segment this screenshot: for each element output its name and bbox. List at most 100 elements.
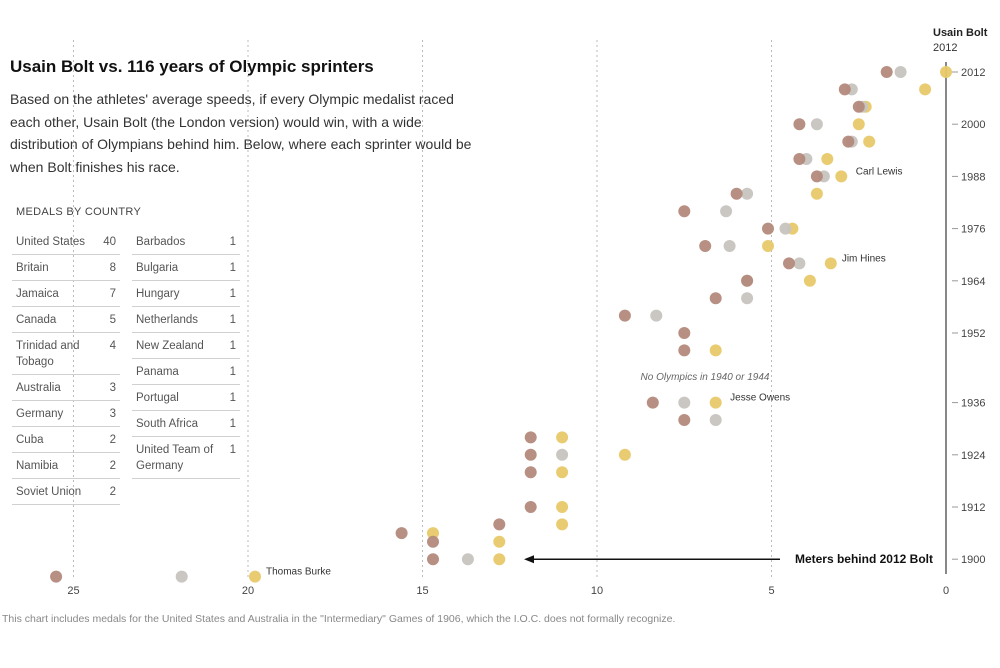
data-point-bronze [842,135,855,148]
medal-count: 5 [109,314,116,326]
data-point-gold [427,527,439,540]
medal-row: Soviet Union 2 [12,479,120,505]
data-point-bronze [699,240,712,252]
medal-count: 1 [229,262,236,274]
medal-count: 2 [109,486,116,498]
medal-count: 1 [229,288,236,300]
medal-country: Canada [16,314,57,326]
data-point-gold [940,66,952,78]
data-point-bronze [678,414,691,426]
data-point-bronze [852,100,865,113]
x-tick-label: 15 [416,585,428,597]
data-point-silver [741,187,754,200]
medal-country: Bulgaria [136,262,179,274]
footnote: This chart includes medals for the Unite… [2,613,676,625]
medal-count: 1 [229,340,236,352]
data-point-gold [810,187,823,200]
data-point-bronze [709,292,722,305]
medal-row: Hungary 1 [132,281,240,307]
data-point-gold [556,431,569,444]
data-point-bronze [427,553,439,566]
medal-country: Jamaica [16,288,59,300]
medal-count: 1 [229,444,236,456]
y-tick-label: 1936 [961,398,985,410]
medal-count: 1 [229,366,236,378]
medal-country: Netherlands [136,314,199,326]
y-tick-label: 1988 [961,171,985,183]
y-tick-label: 2000 [961,119,985,131]
data-point-bronze [646,396,659,409]
medal-country: United States [16,236,86,248]
data-point-silver [556,448,569,461]
data-point-silver [720,205,733,218]
data-point-gold [556,518,569,531]
data-point-silver [678,396,691,409]
data-point-bronze [741,274,754,287]
data-point-gold [919,83,932,96]
medal-count: 8 [109,262,116,274]
data-point-bronze [678,205,691,218]
medals-table-right: Barbados 1 Bulgaria 1 Hungary 1 Netherlands 1 Ne… [132,229,240,479]
x-axis-label: Meters behind 2012 Bolt [795,552,933,566]
medal-row: Barbados 1 [132,229,240,255]
chart-title: Usain Bolt vs. 116 years of Olympic spri… [10,57,374,76]
medal-count: 2 [109,460,116,472]
data-point-bronze [793,118,806,131]
data-point-bronze [678,327,691,339]
chart-subtitle: Based on the athletes' average speeds, i… [10,91,472,175]
medals-table-title: MEDALS BY COUNTRY [16,206,142,218]
data-point-bronze [524,501,537,513]
medals-table-left: United States 40 Britain 8 Jamaica 7 Canada 5 Tr… [12,229,120,505]
data-point-gold [852,118,865,131]
data-point-gold [709,344,722,357]
medal-row: United States 40 [12,229,120,255]
data-point-gold [493,535,506,548]
medal-row: Canada 5 [12,307,120,333]
data-point-gold [493,553,506,566]
medal-country: Soviet Union [16,486,82,498]
data-point-gold [618,448,631,461]
medal-country: Britain [16,262,49,274]
medal-country: Australia [16,382,61,394]
data-point-gold [803,274,816,287]
data-point-gold [556,501,569,513]
medal-count: 1 [229,236,236,248]
medal-country: Barbados [136,236,186,248]
data-point-bronze [762,222,774,235]
medal-row: Australia 3 [12,375,120,401]
data-point-bronze [793,153,806,165]
medal-row: Bulgaria 1 [132,255,240,281]
data-point-bronze [730,187,743,200]
data-point-bronze [618,309,631,322]
medal-count: 7 [109,288,116,300]
data-point-bronze [880,66,893,78]
data-point-gold [709,396,722,409]
medal-count: 3 [109,382,116,394]
y-tick-label: 1976 [961,224,985,236]
medal-country: United Team of Germany [136,444,214,472]
medal-country: South Africa [136,418,199,430]
medal-country: Panama [136,366,179,378]
data-point-bronze [678,344,691,357]
x-tick-label: 5 [768,585,774,597]
data-point-bronze [395,527,408,540]
data-point-bronze [783,257,795,270]
data-point-silver [461,553,474,566]
medal-count: 40 [103,236,116,248]
data-point-silver [709,414,722,426]
data-point-gold [821,153,834,165]
medal-row: United Team of Germany 1 [132,437,240,479]
medal-count: 2 [109,434,116,446]
xlabel-arrow-head [524,555,534,564]
medal-row: Panama 1 [132,359,240,385]
point-annotation: Carl Lewis [856,166,903,177]
point-annotation: Jesse Owens [730,393,790,404]
data-point-gold [863,135,876,148]
data-point-bronze [810,170,823,183]
point-annotation: Thomas Burke [266,567,331,578]
x-tick-label: 20 [242,585,254,597]
medal-count: 4 [109,340,116,352]
y-tick-label: 1900 [961,554,985,566]
medal-row: Britain 8 [12,255,120,281]
data-point-bronze [524,431,537,444]
